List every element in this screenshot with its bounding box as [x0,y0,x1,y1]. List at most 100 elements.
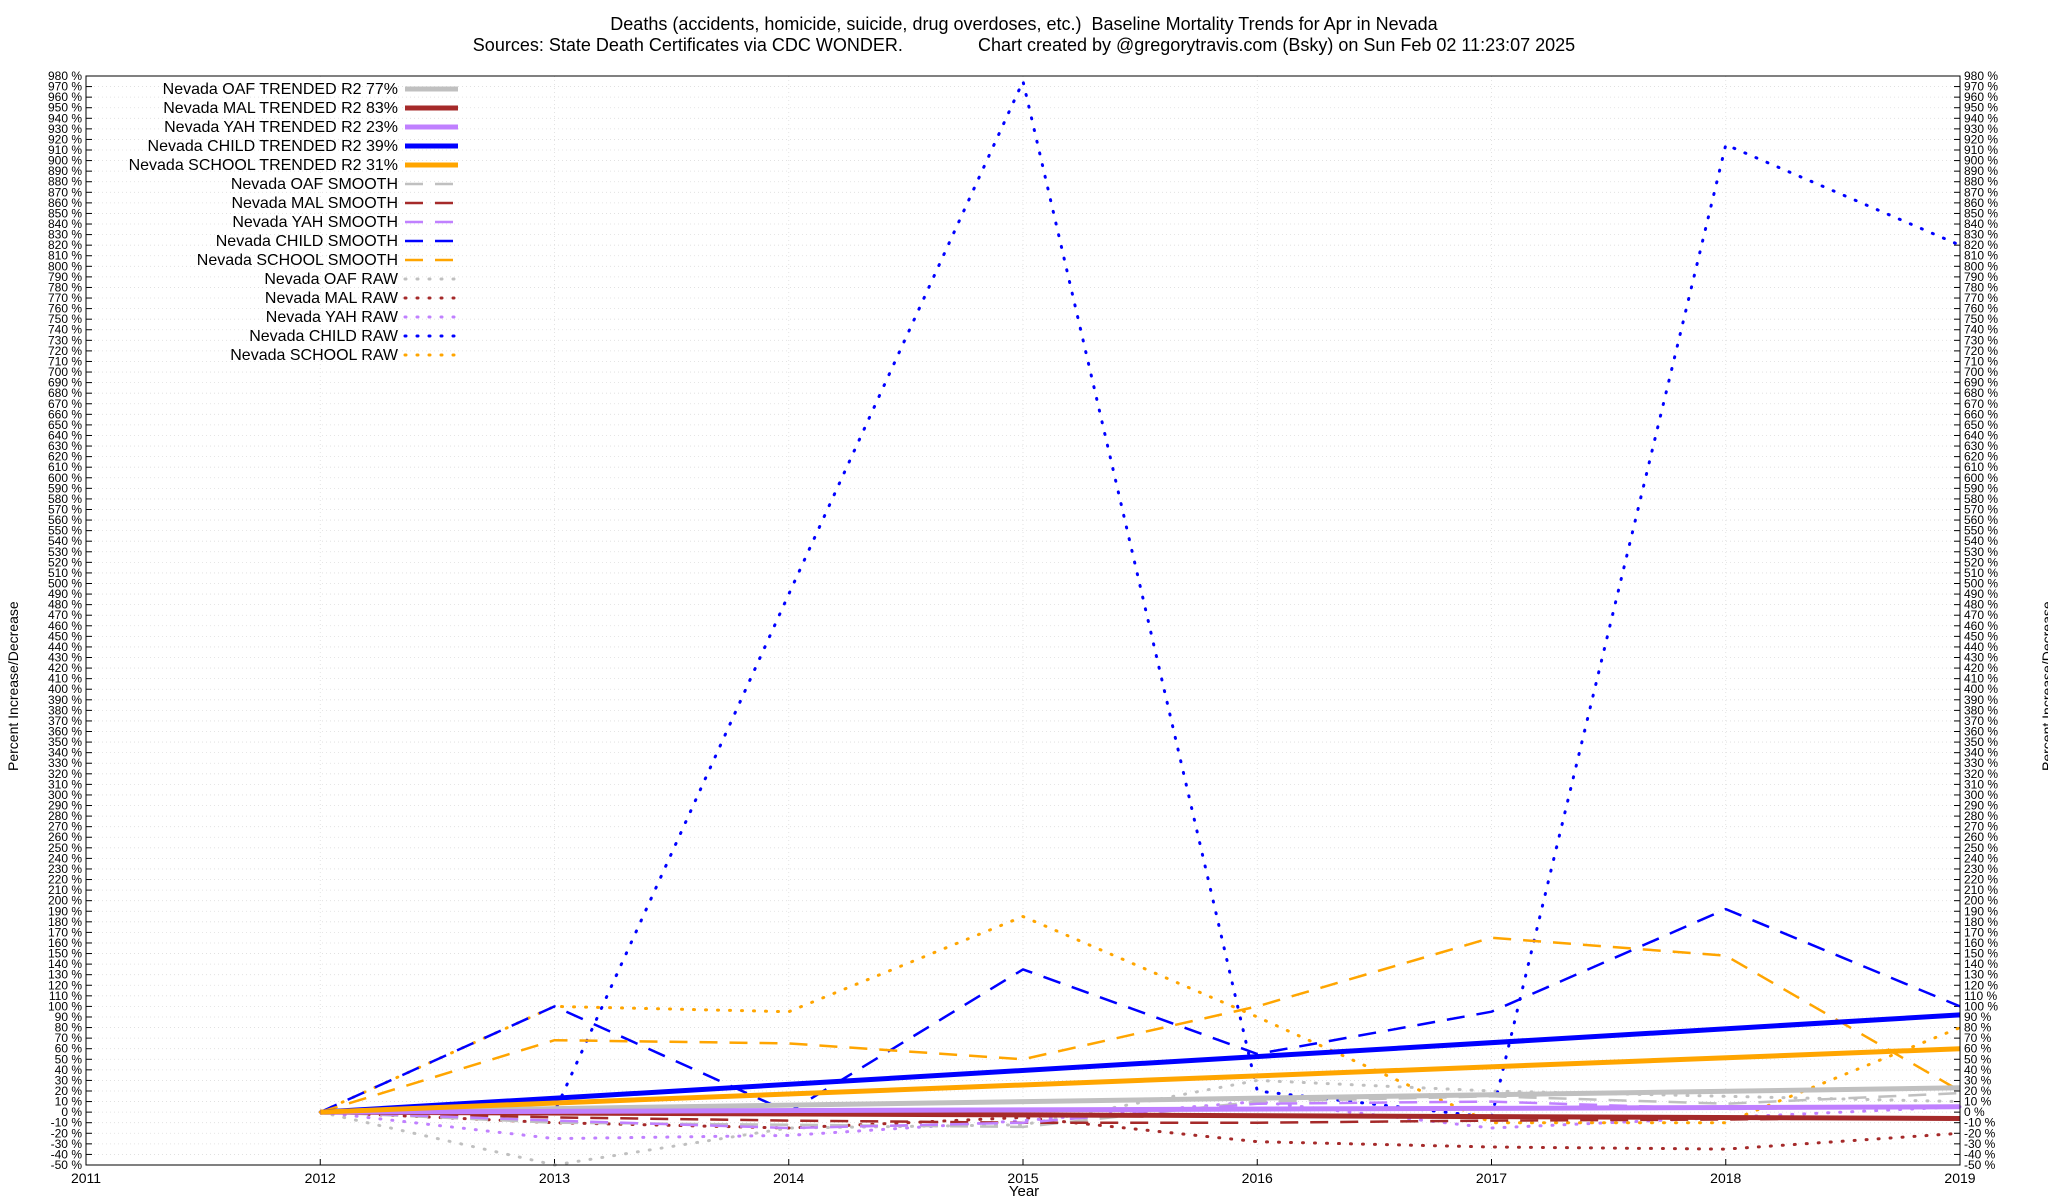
y-tick-label-left: 350 % [48,735,82,749]
y-tick-label-right: 260 % [1964,830,1998,844]
y-tick-label-left: 450 % [48,629,82,643]
y-tick-label-right: -50 % [1964,1158,1996,1172]
legend-label: Nevada YAH TRENDED R2 23% [164,119,398,136]
y-tick-label-left: 230 % [48,862,82,876]
legend-label: Nevada CHILD TRENDED R2 39% [148,138,398,155]
y-tick-label-left: 290 % [48,799,82,813]
y-tick-label-left: 270 % [48,820,82,834]
series-nevada-child-raw [318,79,1962,1119]
y-tick-label-left: 920 % [48,132,82,146]
y-tick-label-right: 220 % [1964,873,1998,887]
y-tick-label-right: 130 % [1964,968,1998,982]
y-tick-label-right: 330 % [1964,756,1998,770]
y-tick-label-right: 140 % [1964,957,1998,971]
legend-label: Nevada OAF TRENDED R2 77% [163,81,398,98]
y-tick-label-left: 130 % [48,968,82,982]
y-tick-label-right: 50 % [1964,1052,1992,1066]
y-tick-label-left: 80 % [55,1021,83,1035]
y-tick-label-left: 680 % [48,386,82,400]
y-tick-label-left: 930 % [48,122,82,136]
y-tick-label-left: 970 % [48,80,82,94]
y-tick-label-right: 480 % [1964,598,1998,612]
y-tick-label-left: 690 % [48,376,82,390]
y-tick-label-right: 340 % [1964,746,1998,760]
y-tick-label-right: 920 % [1964,132,1998,146]
grid [85,75,1961,1166]
y-tick-label-right: 720 % [1964,344,1998,358]
y-tick-label-left: 910 % [48,143,82,157]
x-axis-label: Year [1008,1183,1040,1200]
y-tick-label-left: 260 % [48,830,82,844]
legend-label: Nevada OAF SMOOTH [231,176,398,193]
series-nevada-yah-trended-r2-23 [320,1104,1961,1115]
x-tick-label: 2015 [1007,1170,1038,1186]
y-tick-label-left: 460 % [48,619,82,633]
chart-title: Deaths (accidents, homicide, suicide, dr… [610,14,1438,34]
y-tick-label-right: 440 % [1964,640,1998,654]
y-tick-label-left: 980 % [48,69,82,83]
chart-subtitle: Sources: State Death Certificates via CD… [472,35,1576,55]
y-tick-label-left: 890 % [48,164,82,178]
y-tick-label-left: 520 % [48,555,82,569]
y-tick-label-left: 170 % [48,925,82,939]
y-tick-label-left: 810 % [48,249,82,263]
y-tick-label-left: 780 % [48,280,82,294]
y-tick-label-right: -30 % [1964,1137,1996,1151]
y-tick-label-left: 490 % [48,587,82,601]
y-tick-label-left: 670 % [48,397,82,411]
y-tick-label-right: 980 % [1964,69,1998,83]
y-tick-label-right: 80 % [1964,1021,1992,1035]
y-tick-label-right: 420 % [1964,661,1998,675]
y-tick-label-left: 820 % [48,238,82,252]
y-tick-label-left: 570 % [48,502,82,516]
y-tick-label-left: 440 % [48,640,82,654]
y-tick-label-right: 970 % [1964,80,1998,94]
y-tick-label-right: 470 % [1964,608,1998,622]
y-tick-label-right: 510 % [1964,566,1998,580]
y-tick-label-left: 870 % [48,185,82,199]
y-tick-label-right: 180 % [1964,915,1998,929]
y-tick-label-right: 770 % [1964,291,1998,305]
y-tick-label-left: 760 % [48,302,82,316]
y-tick-label-left: 470 % [48,608,82,622]
y-tick-label-right: 870 % [1964,185,1998,199]
legend-label: Nevada SCHOOL RAW [230,347,399,364]
y-tick-label-right: 40 % [1964,1063,1992,1077]
y-tick-label-right: 250 % [1964,841,1998,855]
y-tick-label-right: 570 % [1964,502,1998,516]
y-tick-label-left: 710 % [48,354,82,368]
legend-label: Nevada CHILD RAW [249,328,399,345]
y-tick-label-right: 210 % [1964,883,1998,897]
y-tick-label-left: 220 % [48,873,82,887]
y-tick-label-right: -40 % [1964,1147,1996,1161]
y-tick-label-right: 750 % [1964,312,1998,326]
y-tick-label-left: 90 % [55,1010,83,1024]
y-tick-label-right: 370 % [1964,714,1998,728]
legend-label: Nevada MAL RAW [265,290,399,307]
y-tick-label-left: 580 % [48,492,82,506]
y-tick-label-left: 880 % [48,175,82,189]
y-tick-label-left: 960 % [48,90,82,104]
y-tick-label-right: 910 % [1964,143,1998,157]
legend-label: Nevada OAF RAW [264,271,399,288]
y-tick-label-right: 150 % [1964,947,1998,961]
y-tick-label-right: 360 % [1964,725,1998,739]
y-tick-label-right: 70 % [1964,1031,1992,1045]
y-tick-label-left: 50 % [55,1052,83,1066]
y-tick-label-right: 710 % [1964,354,1998,368]
y-tick-label-right: 690 % [1964,376,1998,390]
series-nevada-school-smooth [319,936,1961,1114]
legend-label: Nevada MAL TRENDED R2 83% [163,100,398,117]
y-tick-label-left: 30 % [55,1073,83,1087]
y-tick-label-right: 600 % [1964,471,1998,485]
y-tick-label-right: 110 % [1964,989,1997,1003]
y-tick-label-left: 530 % [48,545,82,559]
y-tick-label-right: 790 % [1964,270,1998,284]
y-tick-label-right: 550 % [1964,524,1998,538]
y-tick-label-right: 840 % [1964,217,1998,231]
y-tick-label-left: 700 % [48,365,82,379]
y-tick-label-left: 310 % [48,777,82,791]
y-tick-label-left: -20 % [51,1126,83,1140]
y-tick-label-left: 720 % [48,344,82,358]
